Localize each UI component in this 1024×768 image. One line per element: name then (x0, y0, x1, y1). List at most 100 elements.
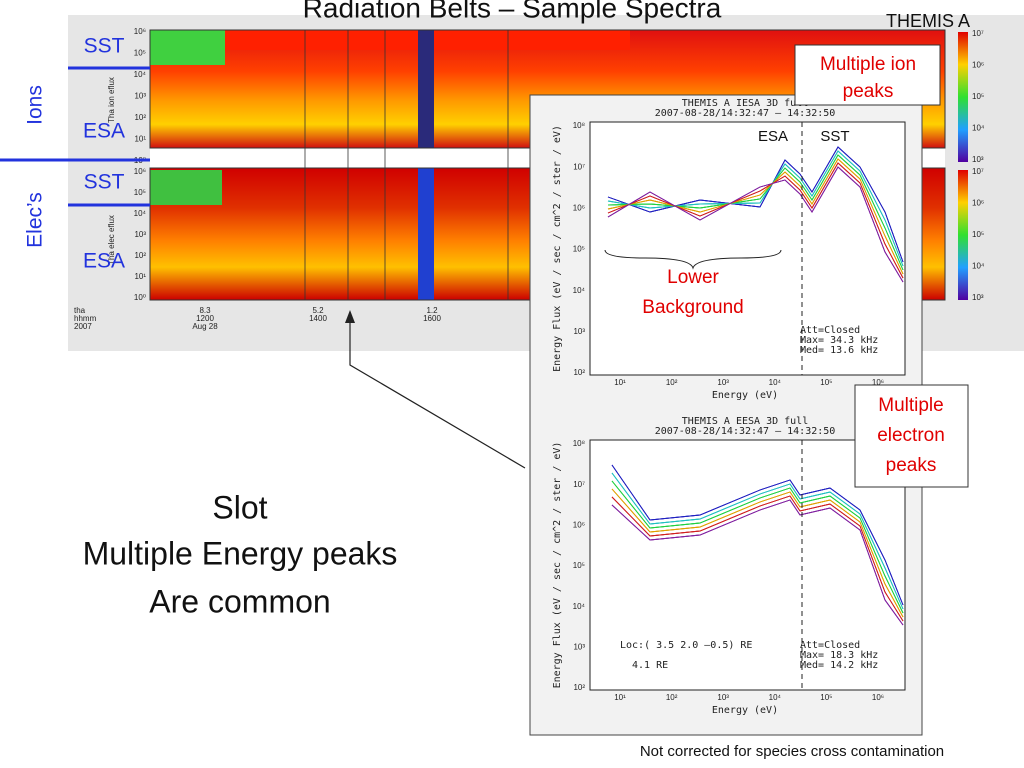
body-text: Multiple Energy peaks (83, 535, 398, 571)
time-label: 1.2 (426, 306, 438, 315)
x-tick-label: 10² (666, 693, 678, 702)
time-label: 5.2 (312, 306, 324, 315)
y-tick-label: 10² (573, 368, 585, 377)
electron-spectrogram-patch (150, 170, 222, 205)
spectrum-line (611, 480, 904, 614)
tick-label: 10⁵ (134, 188, 146, 197)
footnote: Not corrected for species cross contamin… (640, 743, 944, 760)
region-label: ESA (758, 128, 788, 145)
time-label: 1600 (423, 314, 441, 323)
time-label: Aug 28 (192, 322, 218, 331)
y-tick-label: 10⁸ (573, 439, 585, 448)
callout: electron (877, 425, 945, 446)
y-tick-label: 10³ (573, 642, 585, 651)
time-axis: tha 8.3 5.2 1.2 hhmm 1200 1400 1600 2007 Aug 28 (74, 306, 441, 331)
time-label: tha (74, 306, 86, 315)
vertical-lines (304, 30, 509, 300)
instrument-label: ESA (83, 250, 125, 273)
species-label: Ions (24, 85, 47, 125)
x-tick-label: 10⁴ (769, 378, 782, 387)
x-tick-label: 10⁵ (820, 693, 832, 702)
tick-label: 10² (134, 251, 146, 260)
spectrum-line (611, 464, 904, 606)
colorbar-tick: 10⁶ (972, 199, 984, 208)
y-label: Energy Flux (eV / sec / cm^2 / ster / eV… (552, 125, 563, 372)
spectrum-line (607, 162, 904, 279)
y-tick-label: 10⁴ (573, 602, 586, 611)
tick-label: 10² (134, 113, 146, 122)
spectrum-line (607, 150, 904, 267)
colorbar-tick: 10⁴ (972, 124, 985, 133)
colorbar-tick: 10⁵ (972, 92, 984, 101)
tick-label: 10³ (134, 230, 146, 239)
x-tick-label: 10¹ (614, 378, 626, 387)
colorbar-tick: 10³ (972, 155, 984, 164)
plot-area (589, 439, 906, 691)
colorbar-tick: 10⁷ (972, 29, 984, 38)
spectrum-line (611, 495, 904, 622)
axis-label: Tha ion eflux (107, 77, 116, 123)
callout: Lower (667, 267, 719, 288)
colorbar-tick: 10⁶ (972, 61, 984, 70)
spacecraft-label: THEMIS A (886, 11, 970, 31)
x-label: Energy (eV) (712, 390, 778, 401)
instrument-label: SST (84, 171, 125, 194)
pointer-line (349, 320, 526, 469)
callout-box (794, 44, 941, 106)
x-tick-label: 10⁶ (872, 693, 884, 702)
tick-label: 10¹ (134, 272, 146, 281)
slot-stripe (418, 168, 434, 300)
spectrum-line (611, 499, 904, 626)
body-text: Are common (149, 583, 330, 619)
colorbar (958, 32, 968, 162)
spectrum-line (607, 154, 904, 271)
tick-label: 10¹ (134, 135, 146, 144)
arrow-head (345, 310, 355, 323)
y-tick-label: 10⁷ (573, 162, 585, 171)
x-tick-label: 10¹ (614, 693, 626, 702)
instrument-label: SST (84, 35, 125, 58)
plot-note: Att=Closed (800, 640, 860, 651)
plot-time: 2007-08-28/14:32:47 – 14:32:50 (655, 108, 836, 119)
plot-note: Loc:( 3.5 2.0 –0.5) RE (620, 640, 752, 651)
colorbar-tick: 10⁴ (972, 262, 985, 271)
tick-label: 10⁴ (134, 209, 147, 218)
plot-note: Max= 34.3 kHz (800, 335, 878, 346)
brace (604, 249, 782, 270)
spectrum-line (611, 472, 904, 610)
x-tick-label: 10³ (717, 378, 729, 387)
tick-label: 10³ (134, 92, 146, 101)
time-label: 1400 (309, 314, 327, 323)
plot-title: THEMIS A EESA 3D full (682, 416, 808, 427)
spectrogram-ticks: 10⁶ 10⁵ 10⁴ 10³ 10² 10¹ 10⁰ 10⁶ 10⁵ 10⁴ 10³ 10² 10¹ 1… (134, 27, 985, 302)
tick-label: 10⁰ (134, 293, 146, 302)
colorbar-tick: 10⁵ (972, 230, 984, 239)
instrument-label: ESA (83, 120, 125, 143)
callout: Multiple ion (820, 54, 916, 75)
title: Radiation Belts – Sample Spectra (303, 0, 722, 23)
tick-label: 10⁶ (134, 167, 146, 176)
y-tick-label: 10⁵ (573, 561, 585, 570)
y-tick-label: 10⁴ (573, 286, 586, 295)
plot-note: Med= 13.6 kHz (800, 345, 878, 356)
callout: Background (642, 297, 743, 318)
time-label: hhmm (74, 314, 97, 323)
spectrum-line (607, 158, 904, 275)
colorbar (958, 170, 968, 300)
x-tick-label: 10² (666, 378, 678, 387)
callout: Multiple (878, 395, 943, 416)
colorbar-tick: 10³ (972, 293, 984, 302)
x-tick-label: 10³ (717, 693, 729, 702)
axis-label: Tha elec eflux (107, 215, 116, 265)
y-tick-label: 10⁶ (573, 520, 585, 529)
ion-spectrogram-patch (150, 30, 225, 65)
time-label: 8.3 (199, 306, 211, 315)
callout: peaks (886, 455, 937, 476)
plot-note: Med= 14.2 kHz (800, 660, 878, 671)
body-text: Slot (212, 489, 267, 525)
slot-stripe (418, 30, 434, 148)
x-tick-label: 10⁵ (820, 378, 832, 387)
y-tick-label: 10⁷ (573, 480, 585, 489)
plot-note: Att=Closed (800, 325, 860, 336)
